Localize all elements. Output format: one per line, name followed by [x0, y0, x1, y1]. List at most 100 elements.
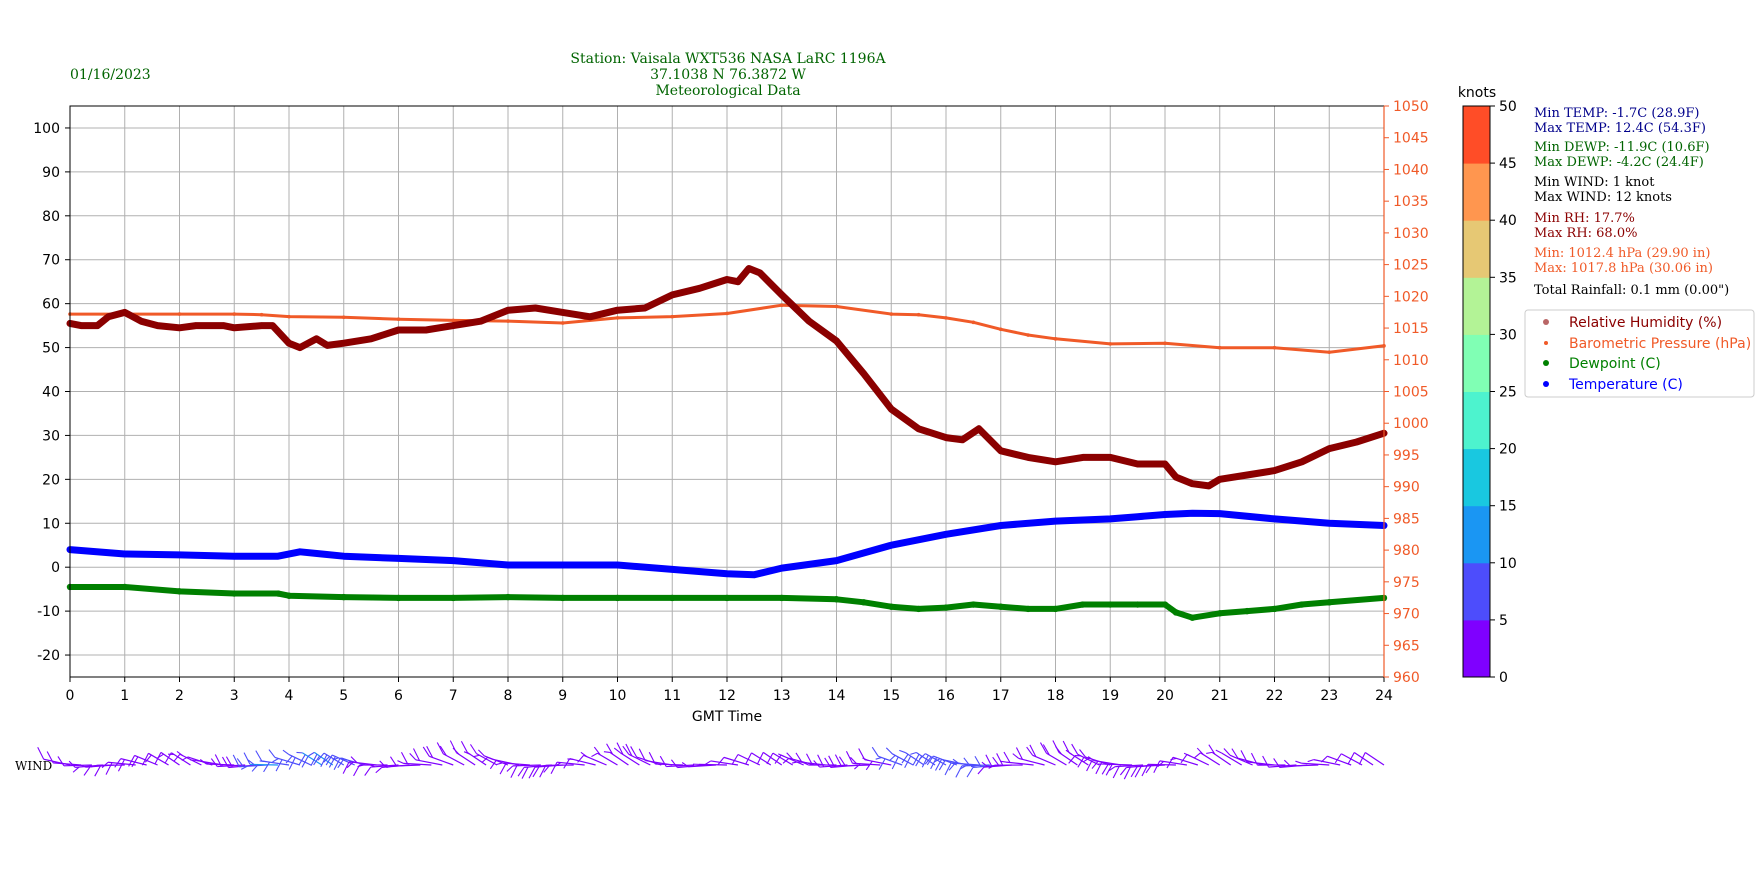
data-point-dewpoint-c — [274, 590, 282, 597]
wind-barb-flag — [236, 758, 244, 767]
data-point-dewpoint-c — [1161, 601, 1169, 608]
x-tick-label: 9 — [558, 688, 567, 704]
data-point-temperature-c — [1326, 520, 1333, 527]
x-tick-label: 22 — [1266, 688, 1284, 704]
wind-barb-flag — [1068, 755, 1076, 764]
wind-barb-flag — [625, 743, 633, 757]
wind-barb-flag — [517, 767, 525, 777]
data-point-dewpoint-c — [1298, 601, 1306, 608]
right-tick-label: 1045 — [1393, 131, 1429, 147]
right-tick-label: 960 — [1393, 670, 1420, 686]
wind-barb-flag — [386, 765, 393, 769]
data-point-barometric-pressure-hpa — [1327, 350, 1332, 354]
wind-barb-flag — [259, 760, 266, 763]
data-point-dewpoint-c — [1024, 605, 1032, 613]
wind-barb-flag — [1062, 740, 1070, 754]
data-point-temperature-c — [751, 571, 758, 578]
wind-barb-flag — [1082, 757, 1090, 763]
wind-barb-flag — [1145, 764, 1153, 774]
wind-barb-flag — [795, 752, 803, 763]
data-point-temperature-c — [1107, 515, 1114, 523]
data-point-relative-humidity — [105, 313, 112, 321]
wind-barb — [1364, 752, 1385, 766]
axes: 0 1 2 3 4 5 6 7 8 9 10 11 12 13 14 15 16 17 18 19 20 21 22 23 24… — [33, 99, 1428, 704]
data-point-dewpoint-c — [1326, 599, 1333, 606]
wind-barb-flag — [938, 759, 946, 771]
data-point-relative-humidity — [285, 339, 293, 347]
data-point-barometric-pressure-hpa — [670, 314, 675, 319]
wind-barb-flag — [593, 746, 601, 756]
wind-barb-flag — [298, 754, 306, 765]
data-point-temperature-c — [778, 564, 785, 572]
wind-barb-flag — [72, 766, 80, 773]
data-point-relative-humidity — [504, 307, 512, 314]
colorbar-segment — [1463, 391, 1490, 450]
colorbar-tick-label: 25 — [1499, 385, 1517, 401]
x-tick-label: 2 — [175, 688, 184, 704]
wind-barb-flag — [57, 756, 65, 767]
wind-barb-flag — [337, 758, 345, 769]
stat-min-temp: Min TEMP: -1.7C (28.9F) — [1534, 106, 1700, 121]
wind-barb — [148, 752, 169, 766]
data-point-relative-humidity — [833, 337, 840, 345]
data-point-barometric-pressure-hpa — [916, 312, 921, 317]
left-tick-label: 10 — [42, 516, 60, 532]
wind-barb-flag — [766, 752, 774, 765]
x-tick-label: 6 — [394, 688, 403, 704]
stat-max-temp: Max TEMP: 12.4C (54.3F) — [1534, 121, 1706, 136]
wind-barb-flag — [1206, 751, 1213, 754]
wind-barb — [1301, 762, 1330, 766]
wind-barb-flag — [181, 756, 189, 761]
wind-barb-flag — [992, 756, 1000, 766]
wind-barb-flag — [930, 757, 938, 770]
data-point-relative-humidity — [860, 370, 868, 378]
wind-barb-flag — [616, 742, 624, 755]
data-point-relative-humidity — [1298, 458, 1306, 465]
data-point-barometric-pressure-hpa — [1026, 333, 1030, 337]
legend-entry-temperature: Temperature (C) — [1568, 377, 1683, 393]
data-point-temperature-c — [274, 553, 282, 560]
x-tick-label: 14 — [828, 688, 846, 704]
wind-barb-flag — [1012, 753, 1020, 759]
legend-marker — [1543, 360, 1549, 366]
right-tick-label: 1025 — [1393, 258, 1429, 274]
wind-barb-flag — [970, 765, 978, 768]
wind-barb — [1221, 752, 1242, 766]
data-point-temperature-c — [1189, 509, 1196, 517]
wind-barb-flag — [477, 749, 485, 757]
wind-barb-flag — [199, 759, 207, 765]
x-tick-label: 18 — [1047, 688, 1065, 704]
wind-barb-flag — [539, 765, 547, 778]
wind-barb — [171, 752, 191, 766]
right-tick-label: 1005 — [1393, 385, 1429, 401]
right-tick-label: 975 — [1393, 575, 1420, 591]
wind-barb — [392, 764, 421, 767]
wind-barb-flag — [460, 740, 468, 753]
data-point-barometric-pressure-hpa — [259, 312, 264, 317]
data-point-temperature-c — [942, 531, 950, 538]
data-point-barometric-pressure-hpa — [396, 317, 401, 321]
data-point-dewpoint-c — [1189, 614, 1196, 621]
data-point-relative-humidity — [324, 342, 331, 349]
data-point-barometric-pressure-hpa — [1217, 345, 1222, 350]
wind-barb-flag — [838, 756, 846, 767]
data-point-temperature-c — [669, 566, 676, 573]
data-point-relative-humidity — [258, 322, 265, 329]
colorbar-segment — [1463, 619, 1490, 678]
wind-barb-flag — [1194, 752, 1201, 759]
x-axis-label: GMT Time — [692, 709, 762, 725]
data-point-relative-humidity — [1271, 467, 1278, 474]
wind-barb-flag — [966, 767, 974, 778]
wind-barb — [619, 752, 640, 766]
x-tick-label: 17 — [992, 688, 1010, 704]
wind-barb-flag — [630, 746, 638, 758]
data-point-relative-humidity — [696, 285, 703, 292]
colorbar-segment — [1463, 505, 1490, 564]
wind-barb-flag — [251, 764, 259, 772]
wind-barb-flag — [243, 752, 251, 765]
data-point-dewpoint-c — [778, 594, 785, 602]
wind-barb-flag — [1196, 747, 1204, 755]
wind-barb-flag — [921, 755, 929, 768]
data-point-barometric-pressure-hpa — [287, 314, 291, 319]
wind-barb-flag — [786, 752, 794, 760]
